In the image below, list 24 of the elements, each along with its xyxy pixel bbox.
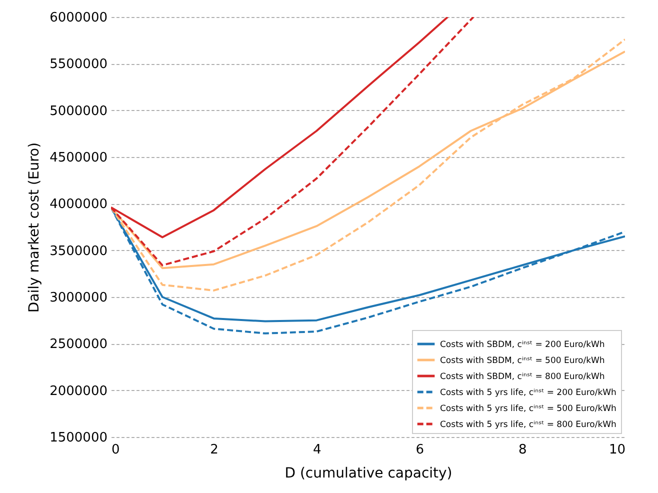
legend-label: Costs with SBDM, cⁱⁿˢᵗ = 800 Euro/kWh [440,372,605,382]
x-tick-label: 10 [608,442,626,458]
y-tick-label: 5000000 [50,104,108,119]
y-tick-label: 6000000 [50,10,108,26]
y-axis-title: Daily market cost (Euro) [26,142,43,313]
x-tick-label: 6 [416,442,424,458]
y-tick-label: 2000000 [50,384,108,399]
x-axis-title: D (cumulative capacity) [284,466,452,482]
y-tick-label: 2500000 [50,337,108,352]
legend-label: Costs with 5 yrs life, cⁱⁿˢᵗ = 200 Euro/kWh [440,388,616,398]
x-tick-label: 8 [518,442,527,458]
y-tick-label: 1500000 [50,430,108,446]
x-tick-label: 4 [312,442,322,458]
legend-label: Costs with 5 yrs life, cⁱⁿˢᵗ = 500 Euro/kWh [440,404,616,414]
x-tick-label: 0 [112,442,120,458]
legend-label: Costs with SBDM, cⁱⁿˢᵗ = 200 Euro/kWh [440,340,605,350]
y-tick-label: 3500000 [50,244,108,259]
x-tick-label: 2 [210,442,218,458]
legend-label: Costs with SBDM, cⁱⁿˢᵗ = 500 Euro/kWh [440,356,605,366]
y-tick-label: 4000000 [50,197,108,212]
y-tick-label: 5500000 [50,57,108,72]
legend-label: Costs with 5 yrs life, cⁱⁿˢᵗ = 800 Euro/kWh [440,420,616,430]
y-tick-label: 4500000 [50,150,108,166]
y-tick-label: 3000000 [50,290,108,306]
